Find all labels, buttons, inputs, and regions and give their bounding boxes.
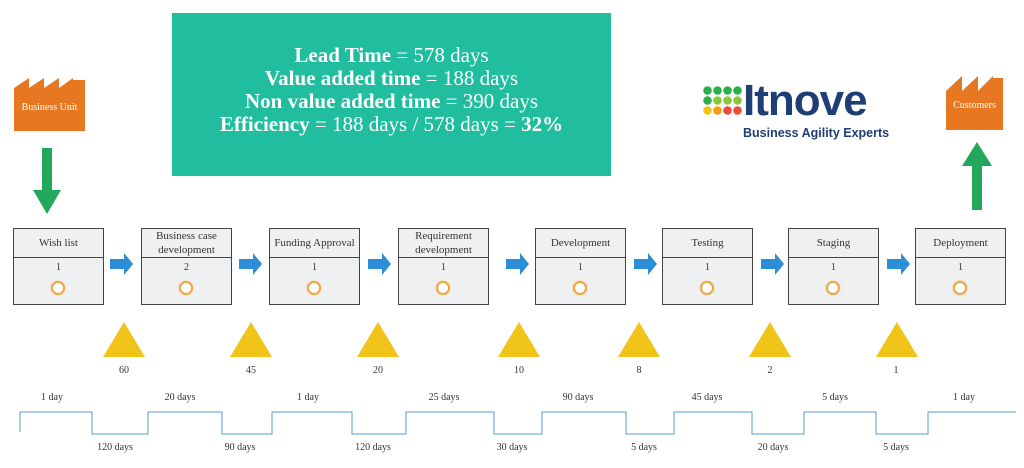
logo-dots-icon [703,86,742,115]
inventory-triangle-icon [498,322,540,357]
down-arrow-icon [33,148,61,214]
wait-time-label: 120 days [97,442,133,453]
customer-factory-icon: Customers [946,76,1003,130]
push-arrow-icon [761,253,784,275]
inventory-value: 20 [373,365,383,376]
process-operator-count: 1 [56,262,61,273]
inventory-triangle-icon [230,322,272,357]
inventory-triangle-icon [618,322,660,357]
wait-time-label: 30 days [496,442,528,453]
process-title: Staging [789,229,878,258]
process-time-label: 20 days [164,392,196,403]
process-time-label: 90 days [562,392,594,403]
efficiency-line: Efficiency = 188 days / 578 days = 32% [172,113,611,136]
push-arrow-icon [506,253,529,275]
wait-time-label: 90 days [224,442,256,453]
push-arrow-icon [368,253,391,275]
process-title: Development [536,229,625,258]
supplier-label: Business Unit [21,102,78,113]
inventory-triangle-icon [876,322,918,357]
process-box: Testing 1 [662,228,753,305]
non-value-added-line: Non value added time = 390 days [172,90,611,113]
operator-icon [436,281,450,295]
process-operator-count: 1 [441,262,446,273]
inventory-value: 10 [514,365,524,376]
supplier-factory-icon: Business Unit [14,78,85,131]
operator-icon [953,281,967,295]
logo-tagline: Business Agility Experts [743,126,890,140]
process-title: Business case development [142,229,231,258]
wait-time-label: 5 days [883,442,909,453]
process-box: Wish list 1 [13,228,104,305]
process-box: Requirement development 1 [398,228,489,305]
process-operator-count: 1 [831,262,836,273]
process-operator-count: 1 [958,262,963,273]
factory-shape [14,78,85,131]
wait-time-label: 20 days [757,442,789,453]
process-title: Funding Approval [270,229,359,258]
timeline-line [19,411,1016,435]
process-operator-count: 1 [705,262,710,273]
inventory-triangle-icon [357,322,399,357]
factory-shape [946,76,1003,130]
process-time-label: 1 day [953,392,975,403]
inventory-value: 2 [767,365,773,376]
operator-icon [573,281,587,295]
process-title: Requirement development [399,229,488,258]
process-time-label: 45 days [691,392,723,403]
summary-box: Lead Time = 578 days Value added time = … [172,13,611,176]
value-added-label: Value added time [264,66,421,90]
wait-time-label: 120 days [355,442,391,453]
efficiency-percent: 32% [521,112,564,136]
non-value-added-value: = 390 days [440,89,539,113]
process-box: Development 1 [535,228,626,305]
inventory-value: 8 [636,365,642,376]
lead-time-label: Lead Time [294,43,392,67]
up-arrow-icon [962,142,992,210]
process-time-label: 25 days [428,392,460,403]
inventory-value: 45 [246,365,256,376]
customer-label: Customers [953,100,996,111]
inventory-value: 1 [893,365,899,376]
process-title: Testing [663,229,752,258]
inventory-value: 60 [119,365,129,376]
non-value-added-label: Non value added time [244,89,441,113]
process-box: Funding Approval 1 [269,228,360,305]
operator-icon [826,281,840,295]
push-arrow-icon [887,253,910,275]
lead-time-line: Lead Time = 578 days [172,44,611,67]
value-added-value: = 188 days [420,66,519,90]
operator-icon [51,281,65,295]
efficiency-label: Efficiency [219,112,310,136]
company-logo: Itnove Business Agility Experts [703,76,903,153]
efficiency-value: = 188 days / 578 days = [309,112,522,136]
inventory-triangle-icon [103,322,145,357]
operator-icon [179,281,193,295]
process-box: Deployment 1 [915,228,1006,305]
process-operator-count: 1 [312,262,317,273]
process-title: Wish list [14,229,103,258]
push-arrow-icon [634,253,657,275]
process-time-label: 1 day [41,392,63,403]
process-time-label: 1 day [297,392,319,403]
process-box: Staging 1 [788,228,879,305]
process-time-label: 5 days [822,392,848,403]
operator-icon [700,281,714,295]
lead-time-value: = 578 days [391,43,489,67]
operator-icon [307,281,321,295]
logo-wordmark: Itnove [743,76,868,125]
inventory-triangle-icon [749,322,791,357]
process-operator-count: 2 [184,262,189,273]
push-arrow-icon [110,253,133,275]
process-operator-count: 1 [578,262,583,273]
value-added-line: Value added time = 188 days [172,67,611,90]
wait-time-label: 5 days [631,442,657,453]
process-box: Business case development 2 [141,228,232,305]
push-arrow-icon [239,253,262,275]
process-title: Deployment [916,229,1005,258]
